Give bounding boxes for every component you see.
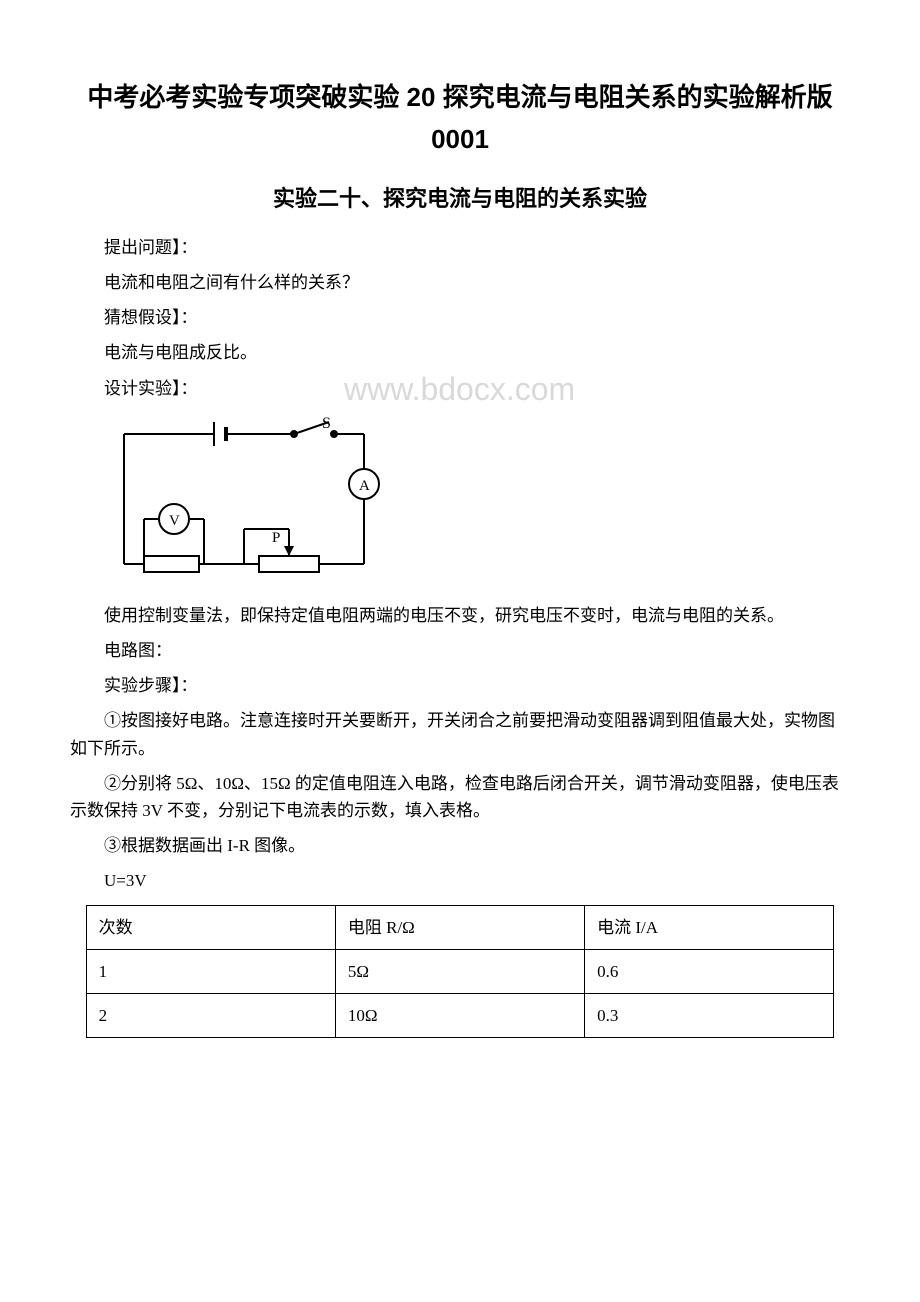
design-body: 使用控制变量法，即保持定值电阻两端的电压不变，研究电压不变时，电流与电阻的关系。: [70, 602, 850, 629]
experiment-subtitle: 实验二十、探究电流与电阻的关系实验: [70, 181, 850, 216]
table-row: 1 5Ω 0.6: [86, 949, 834, 993]
voltage-constant: U=3V: [70, 867, 850, 894]
table-cell: 5Ω: [335, 949, 584, 993]
step-2: ②分别将 5Ω、10Ω、15Ω 的定值电阻连入电路，检查电路后闭合开关，调节滑动…: [70, 770, 850, 824]
table-header: 次数: [86, 905, 335, 949]
step-1: ①按图接好电路。注意连接时开关要断开，开关闭合之前要把滑动变阻器调到阻值最大处，…: [70, 707, 850, 761]
steps-label: 实验步骤】：: [70, 672, 850, 699]
design-label: 设计实验】：: [70, 375, 850, 402]
table-header: 电流 I/A: [585, 905, 834, 949]
hypothesis-body: 电流与电阻成反比。: [70, 339, 850, 366]
table-cell: 0.3: [585, 993, 834, 1037]
circuit-svg: S A V P: [104, 414, 394, 584]
table-row: 2 10Ω 0.3: [86, 993, 834, 1037]
step-3: ③根据数据画出 I-R 图像。: [70, 832, 850, 859]
circuit-diagram: S A V P www.bdocx.com: [104, 414, 850, 592]
voltmeter-label: V: [169, 513, 180, 529]
question-label: 提出问题】：: [70, 234, 850, 261]
ammeter-label: A: [359, 478, 370, 494]
switch-label: S: [322, 415, 331, 432]
circuit-label: 电路图：: [70, 637, 850, 664]
table-cell: 2: [86, 993, 335, 1037]
table-header-row: 次数 电阻 R/Ω 电流 I/A: [86, 905, 834, 949]
table-cell: 10Ω: [335, 993, 584, 1037]
page-title: 中考必考实验专项突破实验 20 探究电流与电阻关系的实验解析版 0001: [70, 77, 850, 160]
hypothesis-label: 猜想假设】：: [70, 304, 850, 331]
question-body: 电流和电阻之间有什么样的关系？: [70, 269, 850, 296]
table-header: 电阻 R/Ω: [335, 905, 584, 949]
slider-label: P: [272, 530, 280, 546]
table-cell: 0.6: [585, 949, 834, 993]
table-cell: 1: [86, 949, 335, 993]
data-table: 次数 电阻 R/Ω 电流 I/A 1 5Ω 0.6 2 10Ω 0.3: [86, 905, 835, 1039]
